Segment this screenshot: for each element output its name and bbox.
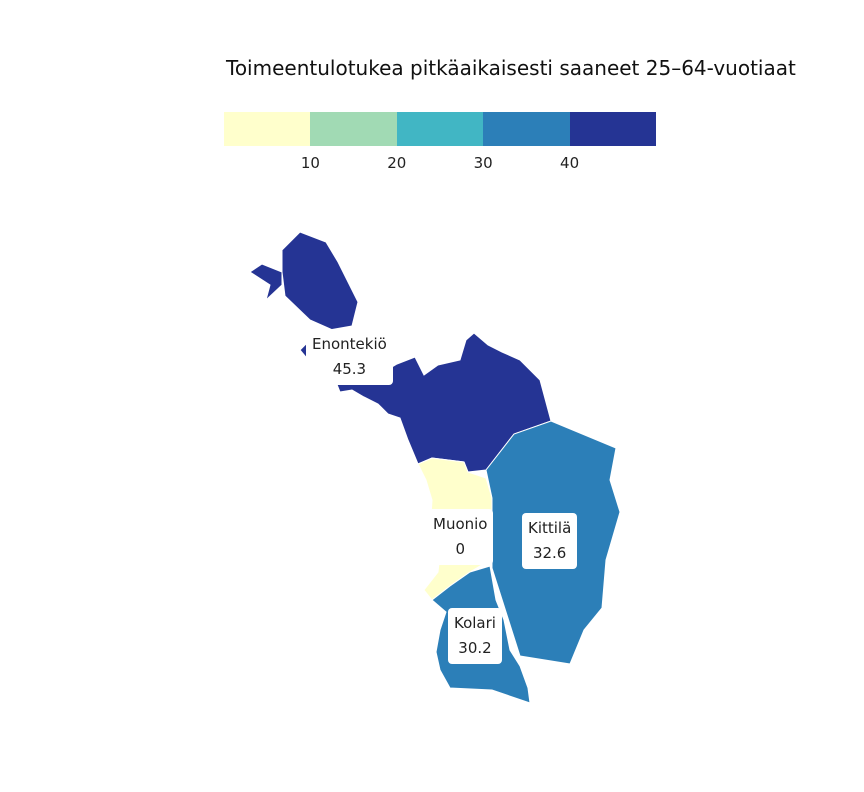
label-kolari-name: Kolari <box>454 614 496 632</box>
label-enontekio: Enontekiö 45.3 <box>306 329 393 385</box>
legend-swatch-5 <box>569 112 657 146</box>
label-muonio: Muonio 0 <box>427 509 494 565</box>
label-kolari-value: 30.2 <box>458 639 492 657</box>
label-kittila: Kittilä 32.6 <box>522 513 578 569</box>
label-kittila-value: 32.6 <box>532 544 567 562</box>
map-title: Toimeentulotukea pitkäaikaisesti saaneet… <box>226 56 796 80</box>
color-legend <box>224 112 657 146</box>
legend-tick-20: 20 <box>387 154 407 172</box>
label-kittila-name: Kittilä <box>528 519 572 537</box>
legend-swatch-3 <box>396 112 484 146</box>
legend-swatch-2 <box>310 112 397 146</box>
region-enontekio[interactable] <box>249 231 552 473</box>
label-muonio-value: 0 <box>455 540 466 558</box>
legend-tick-40: 40 <box>560 154 580 172</box>
label-muonio-name: Muonio <box>433 515 488 533</box>
legend-tick-30: 30 <box>473 154 493 172</box>
legend-swatch-1 <box>224 112 311 146</box>
label-enontekio-value: 45.3 <box>332 360 367 378</box>
legend-swatch-4 <box>483 112 570 146</box>
label-enontekio-name: Enontekiö <box>312 335 387 353</box>
label-kolari: Kolari 30.2 <box>448 608 502 664</box>
legend-tick-10: 10 <box>300 154 320 172</box>
legend-ticks: 10 20 30 40 <box>224 154 656 174</box>
